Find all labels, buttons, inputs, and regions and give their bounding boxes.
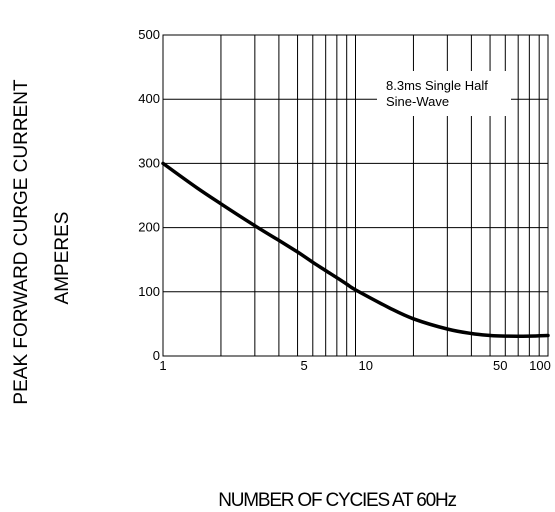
x-tick-labels: 1 5 10 50 100 (159, 358, 550, 373)
y-tick-label: 200 (138, 220, 160, 235)
plot-frame (162, 34, 549, 357)
x-tick-label: 10 (359, 358, 373, 373)
y-tick-label: 0 (153, 348, 160, 363)
x-tick-label: 100 (529, 358, 551, 373)
annotation-line-1: 8.3ms Single Half (386, 78, 488, 93)
y-tick-labels: 0 100 200 300 400 500 (138, 27, 160, 363)
x-tick-label: 5 (301, 358, 308, 373)
annotation-line-2: Sine-Wave (386, 94, 449, 109)
y-tick-label: 400 (138, 91, 160, 106)
x-axis-label: NUMBER OF CYCIES AT 60Hz (218, 490, 456, 511)
y-tick-label: 500 (138, 27, 160, 42)
series-line (161, 161, 550, 338)
x-tick-label: 1 (159, 358, 166, 373)
y-axis-label-units: AMPERES (52, 212, 73, 305)
x-tick-label: 50 (493, 358, 507, 373)
y-tick-label: 300 (138, 155, 160, 170)
y-tick-label: 100 (138, 284, 160, 299)
annotation-box (377, 71, 511, 116)
y-axis-label: PEAK FORWARD CURGE CURRENT (11, 79, 32, 405)
